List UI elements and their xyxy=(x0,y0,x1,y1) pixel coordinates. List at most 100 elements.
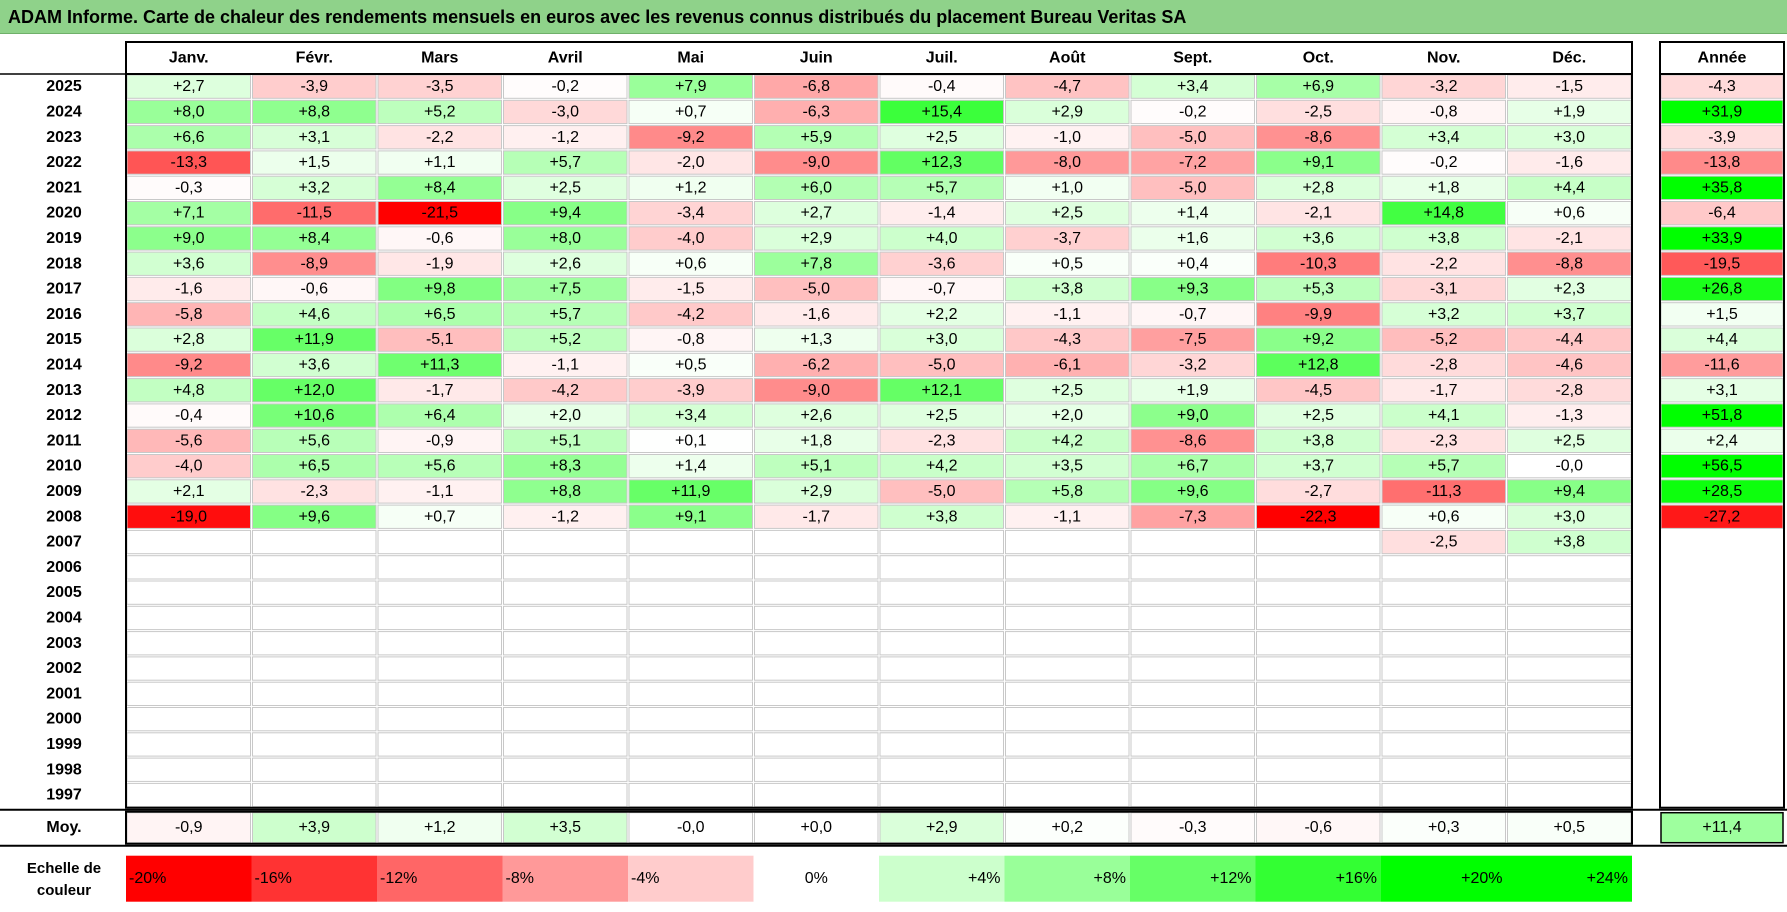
cell-value-2022-6: -9,0 xyxy=(802,154,830,171)
heat-cell-1999-1 xyxy=(126,732,251,757)
cell-value-2011-3: -0,9 xyxy=(426,432,454,449)
cell-value-2016-6: -1,6 xyxy=(802,306,830,323)
scale-label-10: +16% xyxy=(1336,870,1377,887)
heat-cell-2017-6 xyxy=(754,276,879,302)
heat-cell-2001-6 xyxy=(754,681,879,707)
cell-value-2025-2: -3,9 xyxy=(300,78,328,95)
cell-value-2025-5: +7,9 xyxy=(675,78,707,95)
cell-value-2020-3: -21,5 xyxy=(422,205,459,222)
cell-value-2017-3: +9,8 xyxy=(424,281,456,298)
cell-value-2010-2: +6,5 xyxy=(298,458,330,475)
heat-cell-2004-12 xyxy=(1507,605,1632,631)
heat-cell-2024-3 xyxy=(377,99,502,125)
heat-cell-2011-10 xyxy=(1256,428,1381,454)
annual-value-2009: +28,5 xyxy=(1702,483,1743,500)
heat-cell-2016-6 xyxy=(754,302,879,327)
heat-cell-2006-3 xyxy=(377,555,502,580)
cell-value-2010-1: -4,0 xyxy=(175,458,203,475)
cell-value-2014-5: +0,5 xyxy=(675,356,707,373)
average-value-4: +3,5 xyxy=(549,819,581,836)
cell-value-2016-5: -4,2 xyxy=(677,306,705,323)
heat-cell-1998-10 xyxy=(1256,757,1381,782)
heat-cell-2001-12 xyxy=(1507,681,1632,707)
cell-value-2015-1: +2,8 xyxy=(173,331,205,348)
annual-value-2021: +35,8 xyxy=(1702,179,1743,196)
cell-value-2023-6: +5,9 xyxy=(800,129,832,146)
month-header-8: Août xyxy=(1049,50,1086,67)
cell-value-2021-11: +1,8 xyxy=(1428,179,1460,196)
heat-cell-2008-3 xyxy=(377,504,502,529)
cell-value-2018-6: +7,8 xyxy=(800,255,832,272)
heat-cell-2011-9 xyxy=(1130,428,1255,454)
annual-cell-2004 xyxy=(1661,606,1783,630)
heat-cell-2023-3 xyxy=(377,125,502,150)
month-header-12: Déc. xyxy=(1552,50,1586,67)
cell-value-2019-1: +9,0 xyxy=(173,230,205,247)
annual-cell-1999 xyxy=(1661,732,1783,757)
heat-cell-2023-7 xyxy=(879,125,1004,150)
cell-value-2010-7: +4,2 xyxy=(926,458,958,475)
heat-cell-2008-5 xyxy=(628,504,753,529)
heat-cell-2000-9 xyxy=(1130,707,1255,732)
cell-value-2018-9: +0,4 xyxy=(1177,255,1209,272)
heat-cell-2006-9 xyxy=(1130,555,1255,580)
heat-cell-2006-7 xyxy=(879,555,1004,580)
cell-value-2009-2: -2,3 xyxy=(300,483,328,500)
cell-value-2023-9: -5,0 xyxy=(1179,129,1207,146)
heat-cell-2020-4 xyxy=(503,201,628,226)
annual-cell-2006 xyxy=(1661,555,1783,579)
heat-cell-1998-6 xyxy=(754,757,879,782)
annual-cell-1998 xyxy=(1661,758,1783,782)
cell-value-2010-12: -0,0 xyxy=(1555,458,1583,475)
cell-value-2020-5: -3,4 xyxy=(677,205,705,222)
cell-value-2016-8: -1,1 xyxy=(1053,306,1081,323)
cell-value-2011-6: +1,8 xyxy=(800,432,832,449)
cell-value-2015-10: +9,2 xyxy=(1302,331,1334,348)
heat-cell-2005-7 xyxy=(879,580,1004,605)
heat-cell-2004-4 xyxy=(503,605,628,631)
heat-cell-2024-8 xyxy=(1005,99,1130,125)
heat-cell-1997-11 xyxy=(1381,782,1506,808)
cell-value-2022-8: -8,0 xyxy=(1053,154,1081,171)
heat-cell-2009-3 xyxy=(377,479,502,504)
heat-cell-2004-11 xyxy=(1381,605,1506,631)
cell-value-2019-6: +2,9 xyxy=(800,230,832,247)
heat-cell-2021-7 xyxy=(879,175,1004,200)
cell-value-2021-2: +3,2 xyxy=(298,179,330,196)
cell-value-2008-12: +3,0 xyxy=(1553,508,1585,525)
annual-value-2024: +31,9 xyxy=(1702,103,1743,120)
year-label-2023: 2023 xyxy=(46,129,82,146)
annual-value-2019: +33,9 xyxy=(1702,230,1743,247)
heat-cell-1998-8 xyxy=(1005,757,1130,782)
cell-value-2014-6: -6,2 xyxy=(802,356,830,373)
heat-cell-2021-11 xyxy=(1381,175,1506,200)
cell-value-2017-11: -3,1 xyxy=(1430,281,1458,298)
cell-value-2008-1: -19,0 xyxy=(171,508,208,525)
heat-cell-2012-2 xyxy=(252,403,377,428)
heat-cell-2018-8 xyxy=(1005,251,1130,276)
heat-cell-2005-1 xyxy=(126,580,251,605)
year-label-2013: 2013 xyxy=(46,382,82,399)
cell-value-2009-6: +2,9 xyxy=(800,483,832,500)
heat-cell-2012-5 xyxy=(628,403,753,428)
year-label-2019: 2019 xyxy=(46,230,82,247)
heat-cell-2010-5 xyxy=(628,454,753,479)
cell-value-2010-10: +3,7 xyxy=(1302,458,1334,475)
cell-value-2017-5: -1,5 xyxy=(677,281,705,298)
month-header-6: Juin xyxy=(800,50,833,67)
heat-cell-2024-10 xyxy=(1256,99,1381,125)
heat-cell-2019-11 xyxy=(1381,226,1506,251)
cell-value-2023-4: -1,2 xyxy=(551,129,579,146)
heat-cell-2014-6 xyxy=(754,352,879,378)
cell-value-2015-2: +11,9 xyxy=(295,331,334,348)
scale-label-1: -20% xyxy=(129,870,166,887)
cell-value-2020-10: -2,1 xyxy=(1304,205,1332,222)
heat-cell-2022-4 xyxy=(503,150,628,175)
cell-value-2008-9: -7,3 xyxy=(1179,508,1207,525)
year-label-2018: 2018 xyxy=(46,255,82,272)
heat-cell-2018-7 xyxy=(879,251,1004,276)
heat-cell-1999-2 xyxy=(252,732,377,757)
scale-swatch-4 xyxy=(502,855,628,902)
cell-value-2014-1: -9,2 xyxy=(175,356,203,373)
cell-value-2022-4: +5,7 xyxy=(549,154,581,171)
